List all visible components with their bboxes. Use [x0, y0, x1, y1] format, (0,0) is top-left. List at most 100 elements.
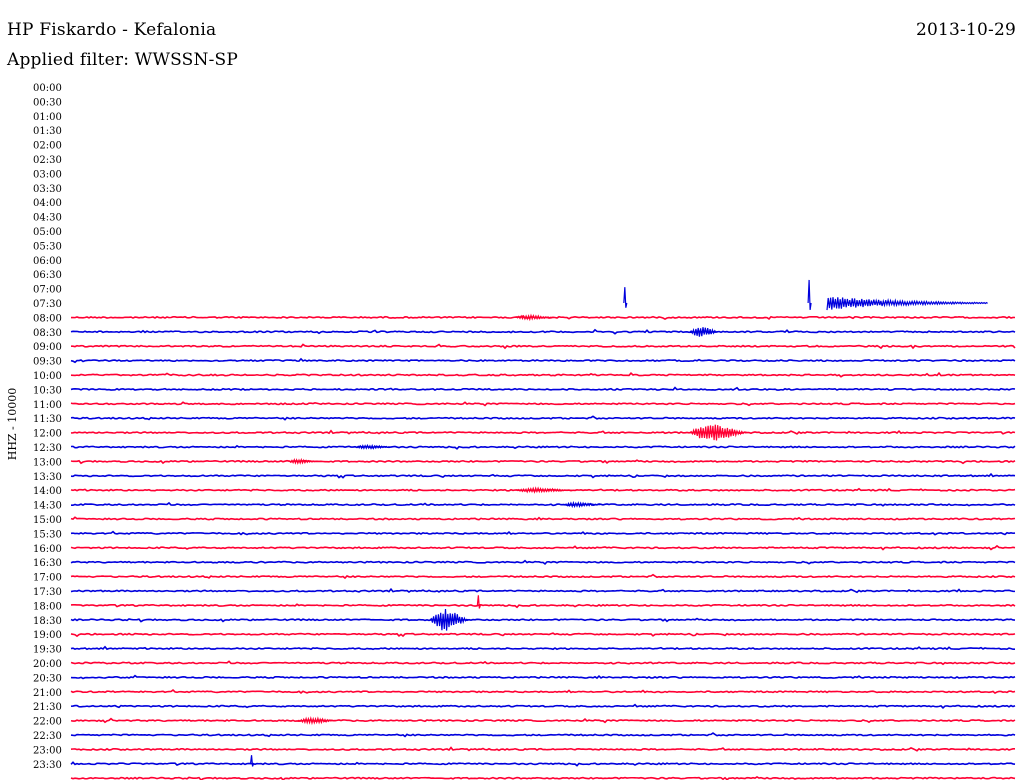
- trace-1300: [70, 472, 1016, 479]
- time-tick-label: 01:00: [33, 112, 62, 123]
- time-tick-label: 11:30: [33, 414, 62, 425]
- time-tick-label: 06:00: [33, 256, 62, 267]
- time-tick-label: 19:00: [33, 630, 62, 641]
- trace-1200: [70, 444, 1016, 450]
- trace-1530: [70, 544, 1016, 551]
- trace-2000: [70, 674, 1016, 680]
- time-tick-label: 21:00: [33, 688, 62, 699]
- trace-1230: [70, 459, 1016, 465]
- time-tick-label: 09:30: [33, 357, 62, 368]
- seismic-event: [515, 486, 572, 494]
- trace-2300: [70, 761, 1016, 767]
- trace-1830: [70, 632, 1016, 638]
- time-tick-label: 22:00: [33, 717, 62, 728]
- time-tick-label: 10:30: [33, 385, 62, 396]
- trace-1700: [70, 587, 1016, 594]
- trace-0900: [70, 357, 1016, 364]
- trace-2330: [70, 776, 1016, 780]
- traces: [70, 279, 1016, 780]
- time-tick-label: 17:00: [33, 573, 62, 584]
- trace-1100: [70, 415, 1016, 421]
- trace-1730: [70, 603, 1016, 609]
- seismic-event: [689, 327, 719, 337]
- seismic-event: [354, 443, 393, 450]
- seismic-event: [297, 715, 336, 726]
- seismic-event: [476, 595, 481, 609]
- time-tick-label: 07:30: [33, 299, 62, 310]
- time-tick-label: 03:00: [33, 169, 62, 180]
- time-tick-label: 16:30: [33, 558, 62, 569]
- time-tick-label: 17:30: [33, 587, 62, 598]
- time-tick-label: 02:30: [33, 155, 62, 166]
- record-date: 2013-10-29: [915, 20, 1016, 40]
- seismic-event: [249, 755, 255, 767]
- time-tick-label: 04:00: [33, 198, 62, 209]
- time-tick-label: 01:30: [33, 126, 62, 137]
- trace-1930: [70, 660, 1016, 666]
- channel-label: HHZ - 10000: [6, 388, 19, 461]
- trace-2230: [70, 746, 1016, 752]
- trace-0930: [70, 371, 1016, 378]
- trace-2130: [70, 717, 1016, 724]
- time-tick-label: 18:00: [33, 601, 62, 612]
- time-tick-label: 11:00: [33, 400, 62, 411]
- seismic-event: [562, 500, 601, 509]
- trace-2100: [70, 703, 1016, 709]
- trace-1130: [70, 429, 1016, 435]
- trace-0830: [70, 343, 1016, 350]
- time-tick-label: 03:30: [33, 184, 62, 195]
- seismic-event: [826, 297, 988, 311]
- seismic-event: [288, 457, 317, 465]
- time-tick-label: 23:30: [33, 760, 62, 771]
- time-tick-label: 08:00: [33, 313, 62, 324]
- time-tick-label: 10:00: [33, 371, 62, 382]
- time-tick-label: 15:30: [33, 529, 62, 540]
- trace-1600: [70, 559, 1016, 565]
- trace-2200: [70, 732, 1016, 738]
- time-tick-label: 16:00: [33, 544, 62, 555]
- trace-1030: [70, 401, 1016, 407]
- time-tick-label: 19:30: [33, 645, 62, 656]
- time-tick-label: 14:30: [33, 501, 62, 512]
- time-tick-label: 04:30: [33, 213, 62, 224]
- seismic-event: [514, 313, 553, 322]
- time-tick-label: 06:30: [33, 270, 62, 281]
- seismic-event: [429, 609, 469, 631]
- time-tick-label: 08:30: [33, 328, 62, 339]
- time-tick-label: 12:30: [33, 443, 62, 454]
- time-tick-label: 13:00: [33, 457, 62, 468]
- time-tick-label: 13:30: [33, 472, 62, 483]
- trace-2030: [70, 689, 1016, 695]
- time-tick-label: 15:00: [33, 515, 62, 526]
- time-tick-label: 23:00: [33, 745, 62, 756]
- trace-1800: [70, 617, 1016, 623]
- time-tick-label: 22:30: [33, 731, 62, 742]
- trace-1400: [71, 501, 1016, 507]
- time-tick-label: 09:00: [33, 342, 62, 353]
- seismic-event: [807, 279, 812, 310]
- trace-1630: [70, 573, 1016, 580]
- time-tick-label: 00:30: [33, 97, 62, 108]
- time-tick-label: 07:00: [33, 285, 62, 296]
- trace-1900: [70, 645, 1016, 651]
- trace-1000: [70, 386, 1016, 391]
- trace-1430: [70, 516, 1016, 521]
- time-tick-label: 18:30: [33, 616, 62, 627]
- time-tick-label: 02:00: [33, 141, 62, 152]
- time-tick-label: 00:00: [33, 83, 62, 94]
- filter-label: Applied filter: WWSSN-SP: [7, 50, 239, 70]
- time-tick-label: 12:00: [33, 429, 62, 440]
- time-tick-label: 20:30: [33, 673, 62, 684]
- time-tick-label: 21:30: [33, 702, 62, 713]
- time-tick-label: 05:00: [33, 227, 62, 238]
- time-axis: 00:00 00:30 01:00 01:30 02:00 02:30 03:00 03:30…: [33, 83, 62, 771]
- time-tick-label: 20:00: [33, 659, 62, 670]
- seismic-event: [689, 424, 747, 441]
- station-title: HP Fiskardo - Kefalonia: [7, 20, 217, 40]
- seismic-event: [623, 287, 628, 308]
- time-tick-label: 14:00: [33, 486, 62, 497]
- trace-1500: [70, 530, 1016, 536]
- trace-0800: [70, 328, 1016, 335]
- time-tick-label: 05:30: [33, 241, 62, 252]
